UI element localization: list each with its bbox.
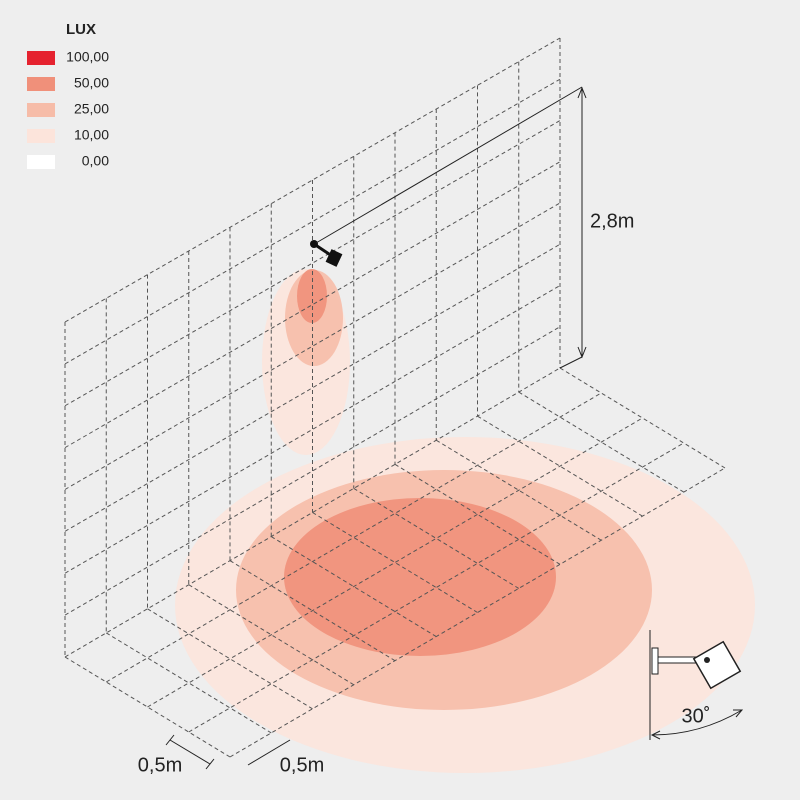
legend-title: LUX: [66, 21, 96, 38]
legend-swatch: [27, 103, 55, 117]
grid-line: [64, 161, 561, 449]
height-label: 2,8m: [590, 210, 634, 232]
legend-label: 50,00: [74, 75, 109, 91]
grid-line: [64, 326, 561, 616]
luminaire-detail: 30˚: [649, 630, 744, 740]
legend-swatch: [27, 155, 55, 169]
grid-line: [64, 120, 561, 407]
legend: LUX 100,00 50,00 25,00 10,00 0,00: [27, 21, 109, 169]
grid-line: [188, 442, 685, 733]
grid-line: [64, 202, 561, 490]
tilt-label: 30˚: [682, 705, 711, 727]
legend-label: 25,00: [74, 101, 109, 117]
grid: [64, 37, 726, 758]
legend-swatch: [27, 77, 55, 91]
grid-line: [64, 285, 561, 574]
grid-line: [105, 392, 602, 683]
legend-swatch: [27, 129, 55, 143]
grid-line: [229, 467, 726, 758]
grid-line: [147, 417, 643, 708]
light-pool: [284, 498, 556, 656]
wall-luminaire: [310, 240, 343, 267]
legend-label: 0,00: [82, 153, 109, 169]
height-dimension: 2,8m: [315, 86, 634, 369]
legend-swatch: [27, 51, 55, 65]
legend-label: 100,00: [66, 49, 109, 65]
legend-label: 10,00: [74, 127, 109, 143]
grid-line: [64, 243, 561, 532]
grid-dimensions: 0,5m 0,5m: [138, 734, 324, 776]
grid-x-label: 0,5m: [138, 754, 182, 776]
grid-y-label: 0,5m: [280, 754, 324, 776]
